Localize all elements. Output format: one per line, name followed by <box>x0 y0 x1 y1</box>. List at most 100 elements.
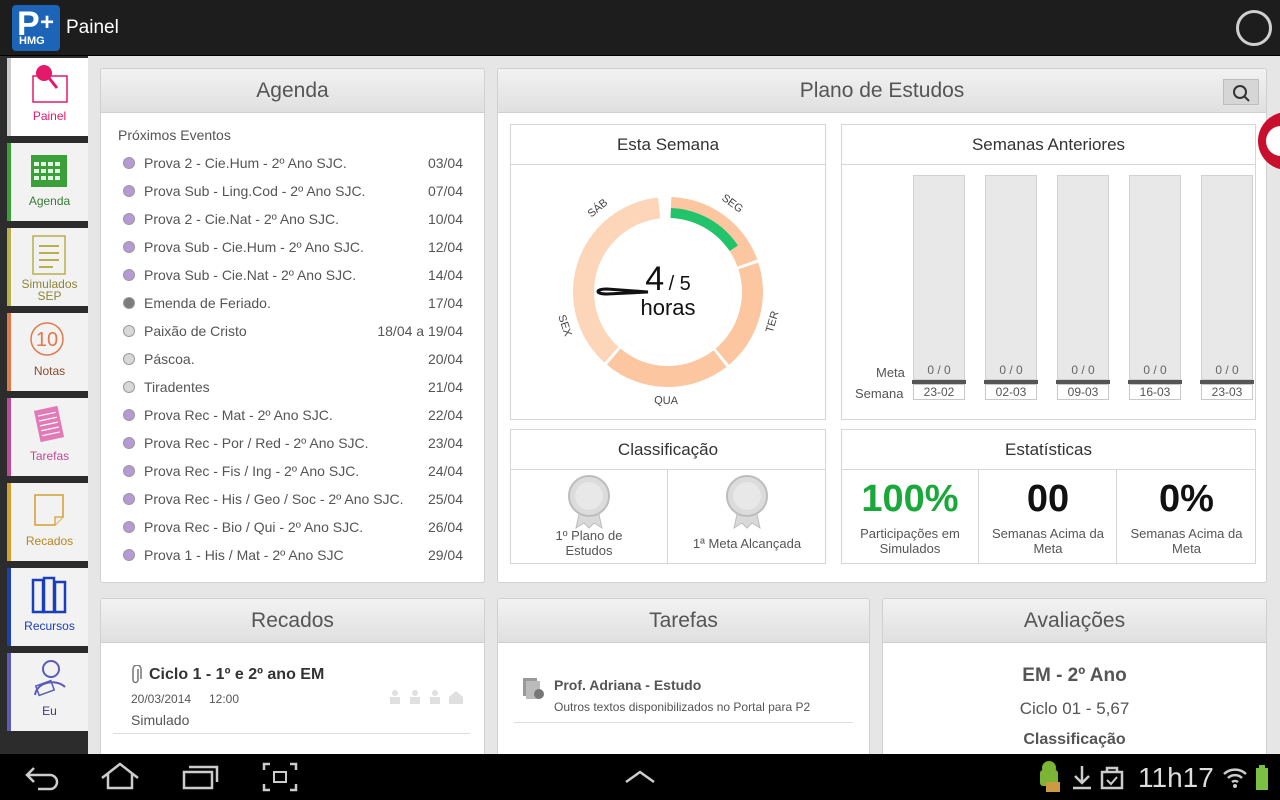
tarefa-title: Prof. Adriana - Estudo <box>554 677 702 693</box>
agenda-event[interactable]: Prova Rec - His / Geo / Soc - 2º Ano SJC… <box>123 485 463 513</box>
event-date: 29/04 <box>427 547 463 563</box>
sidebar-item-eu[interactable]: Eu <box>7 653 88 731</box>
event-dot-icon <box>123 269 135 281</box>
agenda-event[interactable]: Prova Sub - Ling.Cod - 2º Ano SJC. 07/04 <box>123 177 463 205</box>
week-bar[interactable]: 0 / 0 23-02 <box>912 175 966 405</box>
event-title: Prova Rec - His / Geo / Soc - 2º Ano SJC… <box>144 491 404 507</box>
sync-icon[interactable] <box>1236 10 1272 46</box>
stat-participacoes: 100% Participações em Simulados <box>842 470 979 564</box>
user-icon <box>34 660 66 697</box>
agenda-event[interactable]: Emenda de Feriado. 17/04 <box>123 289 463 317</box>
event-title: Prova 1 - His / Mat - 2º Ano SJC <box>144 547 344 563</box>
medal-icon <box>568 475 610 530</box>
search-button[interactable] <box>1223 79 1259 105</box>
sidebar-item-tarefas[interactable]: Tarefas <box>7 398 88 476</box>
recado-date: 20/03/2014 <box>131 692 192 706</box>
agenda-event[interactable]: Paixão de Cristo 18/04 a 19/04 <box>123 317 463 345</box>
estatisticas-card: Estatísticas 100% Participações em Simul… <box>841 429 1256 564</box>
logo-letter: P <box>17 5 40 43</box>
drawer-handle[interactable] <box>1258 112 1280 170</box>
recado-item[interactable]: Ciclo 1 - 1º e 2º ano EM 20/03/2014 12:0… <box>101 655 484 735</box>
event-dot-icon <box>123 353 135 365</box>
sidebar-item-painel[interactable]: Painel <box>7 58 88 136</box>
sidebar-item-label: Tarefas <box>29 449 70 463</box>
screenshot-icon[interactable] <box>258 760 302 794</box>
esta-semana-title: Esta Semana <box>511 125 825 165</box>
event-date: 14/04 <box>427 267 463 283</box>
agenda-event[interactable]: Prova Rec - Mat - 2º Ano SJC. 22/04 <box>123 401 463 429</box>
avaliacoes-panel: Avaliações EM - 2º Ano Ciclo 01 - 5,67 C… <box>882 598 1267 758</box>
week-bar[interactable]: 0 / 0 23-03 <box>1200 175 1254 405</box>
agenda-event[interactable]: Páscoa. 20/04 <box>123 345 463 373</box>
semanas-anteriores-card: Semanas Anteriores Meta Semana 0 / 0 23-0… <box>841 124 1256 420</box>
event-date: 03/04 <box>427 155 463 171</box>
hours-done: 4 <box>645 260 665 298</box>
event-title: Prova Sub - Cie.Hum - 2º Ano SJC. <box>144 239 364 255</box>
agenda-event[interactable]: Prova Rec - Fis / Ing - 2º Ano SJC. 24/04 <box>123 457 463 485</box>
stat-label: Semanas Acima da Meta <box>991 526 1104 556</box>
week-value: 0 / 0 <box>1143 363 1167 377</box>
home-icon[interactable] <box>98 760 142 794</box>
sidebar-item-notas[interactable]: 10 Notas <box>7 313 88 391</box>
event-title: Emenda de Feriado. <box>144 295 271 311</box>
event-date: 12/04 <box>427 239 463 255</box>
progress-arc <box>670 208 738 252</box>
tarefa-item[interactable]: Prof. Adriana - Estudo Outros textos dis… <box>498 655 869 725</box>
day-segment[interactable] <box>573 197 662 363</box>
sidebar-item-label: Agenda <box>28 194 71 208</box>
recados-panel: Recados Ciclo 1 - 1º e 2º ano EM 20/03/2… <box>100 598 485 758</box>
stat-value: 100% <box>861 478 959 520</box>
event-title: Prova 2 - Cie.Hum - 2º Ano SJC. <box>144 155 347 171</box>
sidebar-item-recados[interactable]: Recados <box>7 483 88 561</box>
avaliacao-class-label: Classificação <box>1023 731 1126 748</box>
event-date: 25/04 <box>427 491 463 507</box>
agenda-event[interactable]: Prova Sub - Cie.Nat - 2º Ano SJC. 14/04 <box>123 261 463 289</box>
week-bar[interactable]: 0 / 0 09-03 <box>1056 175 1110 405</box>
weekly-hours-ring[interactable]: SEG TER QUA SEX SÁB <box>511 165 825 419</box>
event-date: 10/04 <box>427 211 463 227</box>
event-date: 23/04 <box>427 435 463 451</box>
event-title: Prova Rec - Por / Red - 2º Ano SJC. <box>144 435 369 451</box>
chevron-up-icon[interactable] <box>618 760 662 794</box>
agenda-event[interactable]: Prova Rec - Por / Red - 2º Ano SJC. 23/04 <box>123 429 463 457</box>
hours-label: horas <box>640 295 696 320</box>
medal-2[interactable]: 1ª Meta Alcançada <box>669 470 825 564</box>
event-date: 18/04 a 19/04 <box>377 323 463 339</box>
agenda-event[interactable]: Prova Rec - Bio / Qui - 2º Ano SJC. 26/04 <box>123 513 463 541</box>
logo-plus: + <box>40 9 55 36</box>
medal-1[interactable]: 1º Plano de Estudos <box>511 470 668 564</box>
event-date: 07/04 <box>427 183 463 199</box>
event-dot-icon <box>123 409 135 421</box>
meta-label: Meta <box>876 365 905 380</box>
week-bar[interactable]: 0 / 0 02-03 <box>984 175 1038 405</box>
sidebar-item-simulados[interactable]: Simulados SEP <box>7 228 88 306</box>
agenda-panel: Agenda Próximos Eventos Prova 2 - Cie.Hu… <box>100 68 485 583</box>
wifi-icon <box>1223 768 1247 788</box>
event-dot-icon <box>123 437 135 449</box>
agenda-event[interactable]: Prova 2 - Cie.Nat - 2º Ano SJC. 10/04 <box>123 205 463 233</box>
week-meta-line <box>1128 380 1182 384</box>
agenda-event[interactable]: Tiradentes 21/04 <box>123 373 463 401</box>
avaliacao-cycle[interactable]: Ciclo 01 - 5,67 <box>1019 699 1130 718</box>
agenda-event[interactable]: Prova 1 - His / Mat - 2º Ano SJC 29/04 <box>123 541 463 569</box>
agenda-event[interactable]: Prova 2 - Cie.Hum - 2º Ano SJC. 03/04 <box>123 149 463 177</box>
event-dot-icon <box>123 493 135 505</box>
week-bar[interactable]: 0 / 0 16-03 <box>1128 175 1182 405</box>
tasks-icon <box>33 405 65 443</box>
sidebar-item-recursos[interactable]: Recursos <box>7 568 88 646</box>
week-label: 09-03 <box>1057 384 1109 400</box>
stat-label: Participações em Simulados <box>860 526 960 556</box>
app-logo[interactable]: P + HMG <box>12 5 60 51</box>
event-dot-icon <box>123 381 135 393</box>
event-date: 17/04 <box>427 295 463 311</box>
event-dot-icon <box>123 465 135 477</box>
week-value: 0 / 0 <box>1215 363 1239 377</box>
classificacao-card: Classificação 1º Plano de Estudos 1ª Met… <box>510 429 826 564</box>
recent-apps-icon[interactable] <box>178 760 222 794</box>
hours-readout: 4 / 5 horas <box>618 260 718 321</box>
back-icon[interactable] <box>20 760 64 794</box>
week-bar-track <box>1057 175 1109 380</box>
agenda-event[interactable]: Prova Sub - Cie.Hum - 2º Ano SJC. 12/04 <box>123 233 463 261</box>
sidebar-item-agenda[interactable]: Agenda <box>7 143 88 221</box>
week-label: 02-03 <box>985 384 1037 400</box>
